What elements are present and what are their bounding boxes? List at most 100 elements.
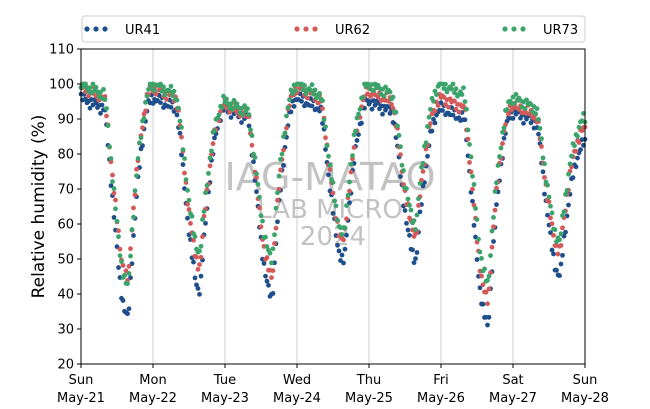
- data-point: [332, 198, 337, 204]
- data-point: [207, 163, 213, 169]
- y-tick-label: 30: [57, 323, 74, 338]
- data-point: [549, 247, 555, 253]
- data-point: [267, 250, 273, 256]
- legend-label: UR62: [335, 23, 370, 38]
- data-point: [540, 169, 546, 175]
- data-point: [348, 169, 354, 175]
- data-point: [330, 190, 336, 196]
- data-point: [414, 250, 420, 255]
- data-point: [356, 111, 361, 117]
- data-point: [167, 88, 172, 94]
- data-point: [212, 135, 217, 141]
- data-point: [354, 115, 360, 121]
- data-point: [345, 192, 351, 198]
- x-tick-date-label: May-27: [489, 391, 537, 406]
- data-point: [326, 172, 331, 178]
- data-point: [269, 260, 274, 266]
- data-point: [138, 135, 144, 141]
- data-point: [303, 91, 309, 96]
- data-point: [348, 161, 354, 167]
- data-point: [140, 125, 145, 131]
- data-point: [321, 117, 327, 123]
- data-point: [108, 156, 114, 161]
- data-point: [254, 189, 259, 195]
- data-point: [482, 266, 487, 272]
- data-point: [420, 169, 426, 174]
- data-point: [117, 253, 123, 259]
- data-point: [341, 237, 346, 243]
- legend-marker: [502, 26, 508, 32]
- data-point: [299, 98, 304, 104]
- data-point: [450, 81, 456, 87]
- data-point: [389, 102, 394, 107]
- data-point: [546, 194, 552, 200]
- data-point: [344, 232, 349, 238]
- data-point: [300, 87, 306, 93]
- data-point: [111, 190, 117, 196]
- data-point: [416, 203, 421, 208]
- data-point: [413, 227, 418, 232]
- data-point: [534, 106, 540, 112]
- x-tick-day-label: Mon: [139, 373, 166, 388]
- data-point: [272, 241, 277, 246]
- data-point: [309, 82, 315, 88]
- data-point: [242, 103, 247, 109]
- data-point: [441, 86, 447, 91]
- data-point: [383, 84, 388, 90]
- data-point: [410, 247, 415, 253]
- data-point: [501, 135, 507, 141]
- data-point: [132, 192, 138, 198]
- data-point: [131, 205, 136, 211]
- data-point: [411, 218, 417, 223]
- data-point: [191, 237, 196, 243]
- data-point: [449, 86, 454, 92]
- data-point: [425, 124, 430, 129]
- data-point: [125, 311, 130, 317]
- data-point: [470, 186, 475, 192]
- y-axis: 20 30 40 50 60 70 80 90 100 110: [49, 43, 81, 373]
- data-point: [354, 138, 360, 143]
- data-point: [93, 84, 99, 90]
- data-point: [195, 266, 201, 272]
- data-point: [279, 151, 285, 157]
- data-point: [224, 96, 229, 102]
- data-point: [311, 91, 316, 97]
- data-point: [90, 81, 96, 87]
- data-point: [273, 225, 279, 231]
- data-point: [567, 161, 573, 167]
- data-point: [83, 81, 88, 87]
- data-point: [485, 277, 490, 283]
- data-point: [210, 141, 216, 147]
- data-point: [566, 202, 571, 208]
- data-point: [323, 135, 328, 141]
- data-point: [387, 89, 393, 95]
- data-point: [116, 228, 121, 234]
- x-tick-date-label: May-22: [129, 391, 177, 406]
- data-point: [275, 219, 280, 225]
- data-point: [555, 251, 561, 257]
- data-point: [566, 171, 571, 177]
- x-tick-day-label: Sun: [69, 373, 94, 388]
- data-point: [320, 106, 325, 111]
- y-tick-label: 100: [49, 78, 74, 93]
- data-point: [180, 147, 186, 153]
- series-ur73: [78, 81, 588, 287]
- data-point: [524, 97, 529, 103]
- data-point: [336, 248, 342, 254]
- data-point: [563, 229, 568, 235]
- data-point: [131, 214, 136, 220]
- data-point: [192, 275, 198, 281]
- data-point: [104, 113, 109, 119]
- data-point: [459, 92, 465, 97]
- data-point: [464, 106, 469, 112]
- data-point: [135, 156, 141, 161]
- data-point: [432, 120, 438, 126]
- data-point: [270, 291, 276, 296]
- watermark: IAG-MATAO LAB MICRO 2024: [224, 155, 435, 252]
- data-point: [380, 111, 385, 117]
- data-point: [309, 103, 315, 109]
- data-point: [537, 125, 543, 131]
- data-point: [497, 154, 502, 159]
- data-point: [489, 228, 495, 234]
- data-point: [191, 259, 196, 265]
